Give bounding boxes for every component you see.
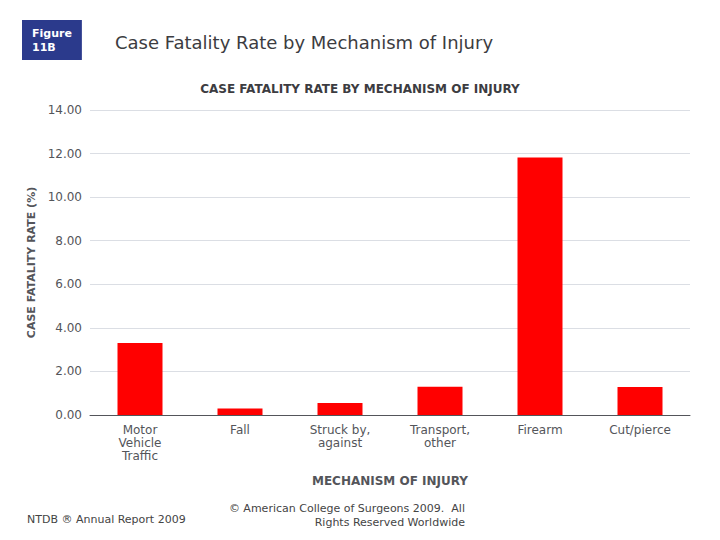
- svg-text:0.00: 0.00: [55, 408, 82, 422]
- svg-text:CASE FATALITY RATE BY MECHANIS: CASE FATALITY RATE BY MECHANISM OF INJUR…: [200, 82, 520, 96]
- svg-text:Figure: Figure: [32, 27, 72, 40]
- svg-text:Vehicle: Vehicle: [119, 436, 162, 450]
- svg-text:2.00: 2.00: [55, 364, 82, 378]
- svg-text:MECHANISM OF INJURY: MECHANISM OF INJURY: [312, 474, 468, 488]
- svg-text:8.00: 8.00: [55, 234, 82, 248]
- svg-text:Fall: Fall: [230, 423, 250, 437]
- svg-text:6.00: 6.00: [55, 277, 82, 291]
- svg-text:10.00: 10.00: [48, 190, 82, 204]
- svg-text:4.00: 4.00: [55, 321, 82, 335]
- svg-text:against: against: [318, 436, 363, 450]
- svg-text:Rights Reserved Worldwide: Rights Reserved Worldwide: [315, 516, 465, 529]
- svg-text:Struck by,: Struck by,: [310, 423, 371, 437]
- svg-text:NTDB ® Annual Report 2009: NTDB ® Annual Report 2009: [27, 513, 186, 526]
- svg-text:other: other: [424, 436, 456, 450]
- svg-text:Firearm: Firearm: [517, 423, 562, 437]
- svg-text:Case Fatality Rate by Mechanis: Case Fatality Rate by Mechanism of Injur…: [115, 32, 493, 53]
- svg-text:Traffic: Traffic: [121, 449, 158, 463]
- svg-text:Transport,: Transport,: [409, 423, 470, 437]
- svg-text:11B: 11B: [32, 41, 56, 54]
- svg-text:Cut/pierce: Cut/pierce: [609, 423, 671, 437]
- svg-text:14.00: 14.00: [48, 103, 82, 117]
- svg-text:© American College of Surgeons: © American College of Surgeons 2009. All: [229, 502, 465, 515]
- svg-text:12.00: 12.00: [48, 147, 82, 161]
- svg-text:CASE FATALITY RATE (%): CASE FATALITY RATE (%): [25, 187, 38, 338]
- svg-text:Motor: Motor: [123, 423, 158, 437]
